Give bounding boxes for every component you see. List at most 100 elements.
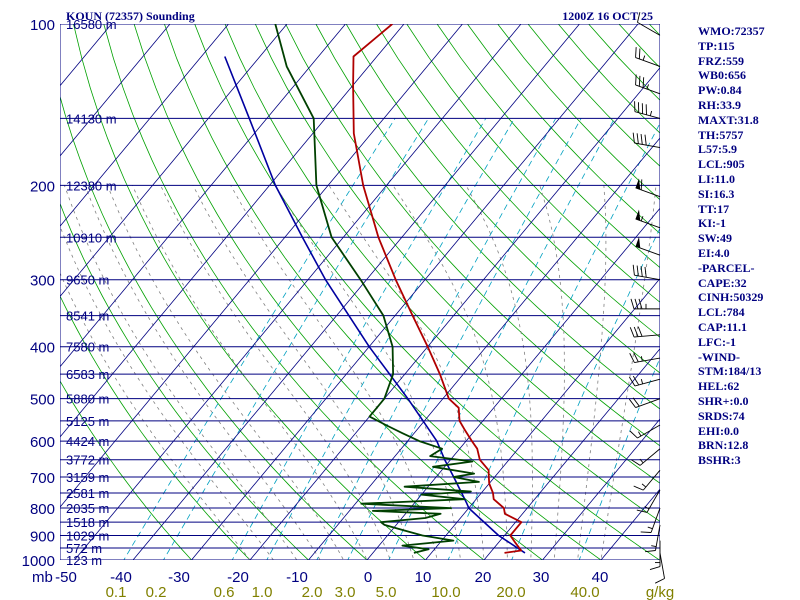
pressure-unit-label: mb [32, 569, 53, 586]
temperature-tick-label: -20 [227, 569, 249, 586]
index-line: LI:11.0 [698, 171, 736, 186]
moist-adiabat-line [107, 185, 345, 560]
index-line: BSHR:3 [698, 453, 741, 468]
wind-barb [635, 74, 661, 95]
isotherm-line [60, 24, 405, 438]
isotherm-line [132, 24, 580, 560]
index-line: -PARCEL- [698, 260, 755, 275]
temperature-trace [352, 24, 523, 554]
stability-index-panel: WMO:72357 TP:115 FRZ:559 WB0:656 PW:0.84 RH:3… [698, 24, 798, 468]
height-labels: 16580 m 14130 m 12380 m 10910 m 9650 m 8541 m… [66, 17, 117, 568]
mixing-ratio-line [447, 122, 660, 560]
temperature-tick-label: 20 [475, 569, 492, 586]
dry-adiabat-line [224, 24, 660, 522]
moist-adiabat-line [192, 185, 415, 560]
dry-adiabat-line [315, 24, 660, 410]
pressure-tick-label: 400 [30, 340, 55, 357]
wind-barb [645, 524, 661, 553]
index-line: TT:17 [698, 201, 730, 216]
temperature-tick-label: -30 [168, 569, 190, 586]
wind-barb [630, 298, 660, 310]
isotherm-line [73, 24, 522, 560]
wind-barb [634, 101, 661, 119]
dry-adiabat-line [436, 24, 660, 269]
wind-barb [629, 375, 661, 387]
height-label: 2581 m [66, 486, 109, 501]
height-label: 4424 m [66, 434, 109, 449]
temperature-tick-label: 30 [533, 569, 550, 586]
dry-adiabat-line [345, 24, 660, 374]
isotherm-line [249, 67, 660, 560]
pressure-tick-label: 800 [30, 501, 55, 518]
pressure-tick-label: 1000 [22, 553, 55, 570]
wind-barb [649, 540, 661, 571]
moist-adiabat-line [328, 185, 485, 560]
index-line: TP:115 [698, 38, 735, 53]
mixing-ratio-tick-label: 10.0 [431, 584, 460, 600]
isotherm-line [483, 348, 660, 560]
moist-adiabat-line [60, 225, 274, 560]
dry-adiabat-line [285, 24, 660, 447]
pressure-tick-label: 700 [30, 470, 55, 487]
moist-adiabat-line [392, 185, 508, 560]
index-line: STM:184/13 [698, 364, 762, 379]
wind-barb [632, 264, 661, 281]
index-line: CAP:11.1 [698, 319, 747, 334]
mixing-ratio-tick-label: 0.2 [146, 584, 167, 600]
wind-barb [631, 448, 661, 466]
index-line: LFC:-1 [698, 334, 736, 349]
index-line: PW:0.84 [698, 83, 742, 98]
moist-adiabat-line [160, 185, 391, 560]
wind-barb [640, 507, 661, 533]
moist-adiabat-line [132, 185, 368, 560]
height-label: 9650 m [66, 273, 109, 288]
isotherm-line [60, 24, 229, 227]
dry-adiabat-line [60, 380, 193, 560]
height-label: 1029 m [66, 528, 109, 543]
wind-barb [635, 178, 661, 198]
height-label: 16580 m [66, 17, 117, 32]
index-line: TH:5757 [698, 127, 744, 142]
pressure-tick-label: 900 [30, 528, 55, 545]
isotherms [60, 24, 660, 560]
isotherm-line [366, 207, 660, 560]
wind-barb [632, 132, 661, 148]
wind-barb [636, 489, 661, 513]
mixing-ratio-lines [123, 118, 660, 560]
moist-adiabats [60, 185, 657, 560]
index-line: HEL:62 [698, 379, 740, 394]
height-label: 14130 m [66, 111, 117, 126]
isotherm-line [60, 24, 346, 368]
height-label: 6583 m [66, 367, 109, 382]
height-label: 572 m [66, 541, 102, 556]
dewpoint-line [274, 24, 480, 554]
height-label: 123 m [66, 553, 102, 568]
index-line: SW:49 [698, 231, 733, 246]
mixing-ratio-tick-label: 0.6 [214, 584, 235, 600]
dry-adiabat-line [133, 24, 544, 560]
height-label: 10910 m [66, 230, 117, 245]
wind-barb [635, 209, 661, 229]
wind-barb [635, 47, 661, 67]
index-line: EHI:0.0 [698, 423, 740, 438]
dewpoint-trace [274, 24, 480, 554]
index-line: SI:16.3 [698, 186, 735, 201]
parcel-trace [224, 56, 526, 554]
dry-adiabat-line [60, 202, 310, 560]
plot-frame [60, 24, 660, 560]
wind-barb [629, 326, 661, 338]
pressure-tick-label: 600 [30, 434, 55, 451]
pressure-tick-label: 200 [30, 178, 55, 195]
dry-adiabat-line [376, 24, 660, 338]
dry-adiabat-line [73, 24, 427, 560]
isotherm-line [60, 24, 171, 157]
height-label: 5880 m [66, 392, 109, 407]
index-line: KI:-1 [698, 216, 726, 231]
wind-barb [635, 236, 661, 256]
moist-adiabat-line [465, 185, 533, 560]
moist-adiabat-line [539, 185, 565, 560]
temperature-tick-label: 40 [592, 569, 609, 586]
mixing-ratio-line [511, 227, 660, 560]
index-line: WB0:656 [698, 68, 746, 83]
